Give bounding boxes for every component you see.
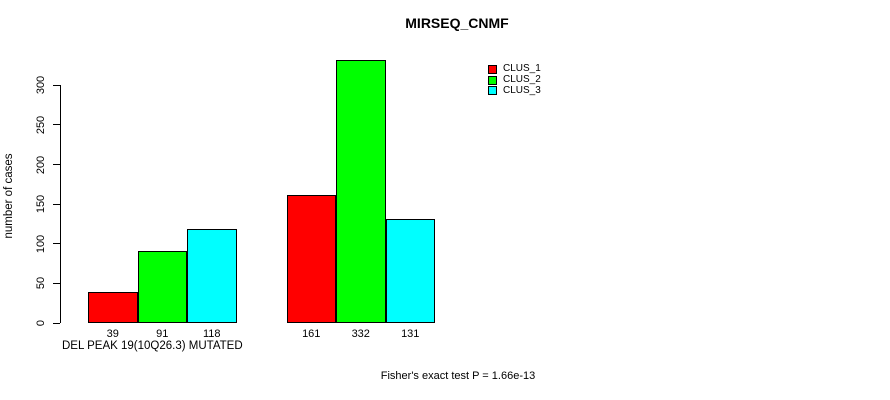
y-axis-tick — [53, 164, 60, 165]
bar-value-label: 39 — [106, 328, 119, 340]
bar-clus_1 — [286, 195, 336, 323]
y-axis-label: number of cases — [3, 153, 15, 239]
y-axis-tick — [53, 203, 60, 205]
y-tick-label: 150 — [35, 194, 47, 214]
y-axis-line — [60, 85, 61, 323]
y-tick-label: 250 — [35, 115, 47, 135]
legend-swatch-clus-3 — [488, 86, 497, 96]
y-tick-label: 300 — [35, 76, 47, 95]
bar-value-label: 161 — [302, 328, 321, 340]
chart-title: MIRSEQ_CNMF — [405, 15, 509, 31]
y-axis-tick — [53, 84, 60, 86]
y-axis-tick — [53, 243, 60, 245]
bar-value-label: 91 — [156, 328, 169, 340]
bar-value-label: 131 — [401, 328, 420, 340]
bar-clus_2 — [137, 250, 187, 323]
y-tick-label: 100 — [35, 234, 47, 253]
y-tick-label: 50 — [35, 277, 47, 290]
bar-value-label: 332 — [351, 328, 370, 340]
bar-value-label: 118 — [202, 328, 221, 340]
legend: CLUS_1 CLUS_2 CLUS_3 — [488, 64, 541, 96]
legend-item-clus-3: CLUS_3 — [488, 85, 541, 96]
legend-item-clus-2: CLUS_2 — [488, 75, 541, 86]
legend-label-clus-3: CLUS_3 — [503, 84, 541, 96]
legend-label-clus-1: CLUS_1 — [503, 63, 541, 75]
bar-clus_2 — [336, 59, 386, 323]
bar-clus_3 — [385, 219, 435, 323]
legend-label-clus-2: CLUS_2 — [503, 74, 541, 86]
y-tick-label: 0 — [35, 319, 47, 327]
bar-clus_3 — [187, 229, 237, 323]
bar-clus_1 — [88, 292, 138, 323]
y-axis-tick — [53, 322, 60, 324]
y-axis-tick — [53, 282, 60, 284]
y-axis-tick — [53, 124, 60, 126]
x-axis-label: DEL PEAK 19(10Q26.3) MUTATED — [62, 340, 243, 352]
legend-swatch-clus-1 — [488, 64, 497, 74]
y-tick-label: 200 — [35, 155, 47, 174]
fisher-test-annotation: Fisher's exact test P = 1.66e-13 — [380, 370, 536, 382]
legend-swatch-clus-2 — [488, 75, 497, 85]
legend-item-clus-1: CLUS_1 — [488, 64, 541, 75]
